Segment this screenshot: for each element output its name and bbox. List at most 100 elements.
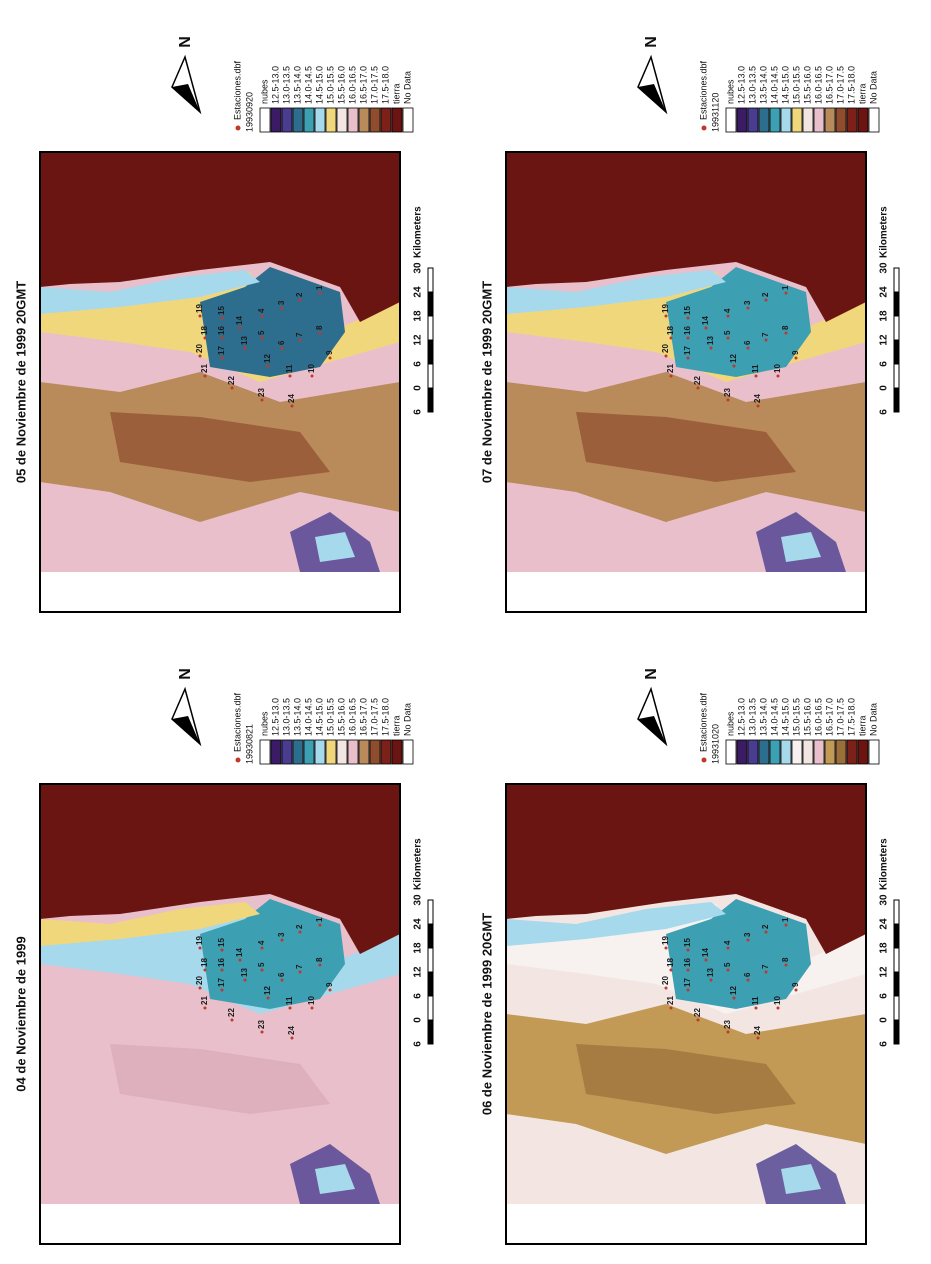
station-label: 14 (701, 316, 710, 325)
station-marker (299, 299, 302, 302)
station-marker (261, 1031, 264, 1034)
legend-swatch (260, 740, 270, 764)
legend-label: tierra (857, 83, 867, 104)
north-label: N (643, 36, 660, 48)
station-marker (687, 317, 690, 320)
station-marker (199, 987, 202, 990)
legend-swatch (814, 108, 824, 132)
scale-label: 24 (879, 286, 890, 298)
scale-unit: Kilometers (879, 206, 890, 258)
station-marker (727, 315, 730, 318)
station-label: 11 (751, 996, 760, 1005)
station-label: 5 (723, 330, 732, 335)
station-label: 9 (325, 350, 334, 355)
legend-label: 17.5-18.0 (846, 698, 856, 736)
scale-segment (894, 316, 899, 340)
station-marker (733, 365, 736, 368)
station-label: 1 (315, 917, 324, 922)
legend-swatch (392, 740, 402, 764)
station-label: 4 (723, 940, 732, 945)
station-marker (665, 355, 668, 358)
station-marker (765, 971, 768, 974)
station-marker (231, 387, 234, 390)
station-label: 21 (666, 364, 675, 373)
station-label: 5 (723, 962, 732, 967)
legend-label: 15.0-15.5 (791, 698, 801, 736)
legend-label: 15.0-15.5 (325, 698, 335, 736)
station-marker (727, 399, 730, 402)
legend-label: 12.5-13.0 (736, 698, 746, 736)
station-label: 17 (683, 346, 692, 355)
station-marker (231, 1019, 234, 1022)
scale-segment (894, 364, 899, 388)
station-marker (311, 375, 314, 378)
legend-label: 15.5-16.0 (336, 66, 346, 104)
legend-swatch (381, 108, 391, 132)
station-marker (687, 337, 690, 340)
scale-label: 6 (879, 409, 890, 415)
map-panel: 04 de Noviembre de 199912345678910111213… (13, 668, 433, 1244)
station-marker (261, 947, 264, 950)
station-marker (687, 357, 690, 360)
legend-swatch (759, 740, 769, 764)
station-label: 8 (781, 325, 790, 330)
station-marker (755, 1007, 758, 1010)
station-label: 10 (773, 364, 782, 373)
scale-label: 12 (413, 334, 424, 346)
station-marker (727, 969, 730, 972)
legend-label: 13.0-13.5 (747, 66, 757, 104)
station-label: 17 (683, 978, 692, 987)
scale-segment (428, 364, 433, 388)
station-marker (755, 375, 758, 378)
station-marker (261, 315, 264, 318)
station-marker (299, 971, 302, 974)
scale-label: 18 (879, 310, 890, 322)
legend-swatch (748, 108, 758, 132)
legend-label: 15.0-15.5 (791, 66, 801, 104)
station-marker (199, 947, 202, 950)
legend-label: 13.5-14.0 (292, 698, 302, 736)
station-label: 7 (761, 964, 770, 969)
station-marker (795, 357, 798, 360)
scale-label: 30 (879, 262, 890, 274)
legend-swatch (370, 108, 380, 132)
station-label: 19 (195, 304, 204, 313)
station-label: 22 (227, 376, 236, 385)
legend-station-symbol (236, 758, 241, 763)
station-marker (204, 375, 207, 378)
scale-segment (428, 292, 433, 316)
station-marker (777, 375, 780, 378)
map-title: 05 de Noviembre de 1999 20GMT (13, 281, 28, 483)
north-label: N (643, 668, 660, 680)
station-marker (299, 339, 302, 342)
legend-label: 13.0-13.5 (747, 698, 757, 736)
legend-swatch (781, 740, 791, 764)
station-label: 6 (743, 972, 752, 977)
scale-label: 24 (879, 918, 890, 930)
legend-swatch (271, 740, 281, 764)
scale-label: 12 (879, 334, 890, 346)
map-title: 06 de Noviembre de 1999 20GMT (479, 913, 494, 1115)
station-label: 3 (743, 932, 752, 937)
station-marker (221, 357, 224, 360)
legend-swatch (337, 108, 347, 132)
scale-label: 30 (879, 894, 890, 906)
scale-segment (428, 268, 433, 292)
scale-label: 0 (879, 1017, 890, 1023)
station-marker (267, 365, 270, 368)
station-label: 20 (661, 344, 670, 353)
station-marker (733, 997, 736, 1000)
north-label: N (177, 668, 194, 680)
scale-segment (428, 388, 433, 412)
legend-swatch (293, 108, 303, 132)
scale-segment (894, 972, 899, 996)
legend-swatch (337, 740, 347, 764)
station-label: 20 (195, 344, 204, 353)
legend-label: No Data (402, 71, 412, 104)
station-label: 22 (693, 376, 702, 385)
station-label: 14 (235, 316, 244, 325)
scale-segment (894, 268, 899, 292)
legend-station-symbol (702, 758, 707, 763)
legend-header: Estaciones.dbf (232, 692, 242, 752)
